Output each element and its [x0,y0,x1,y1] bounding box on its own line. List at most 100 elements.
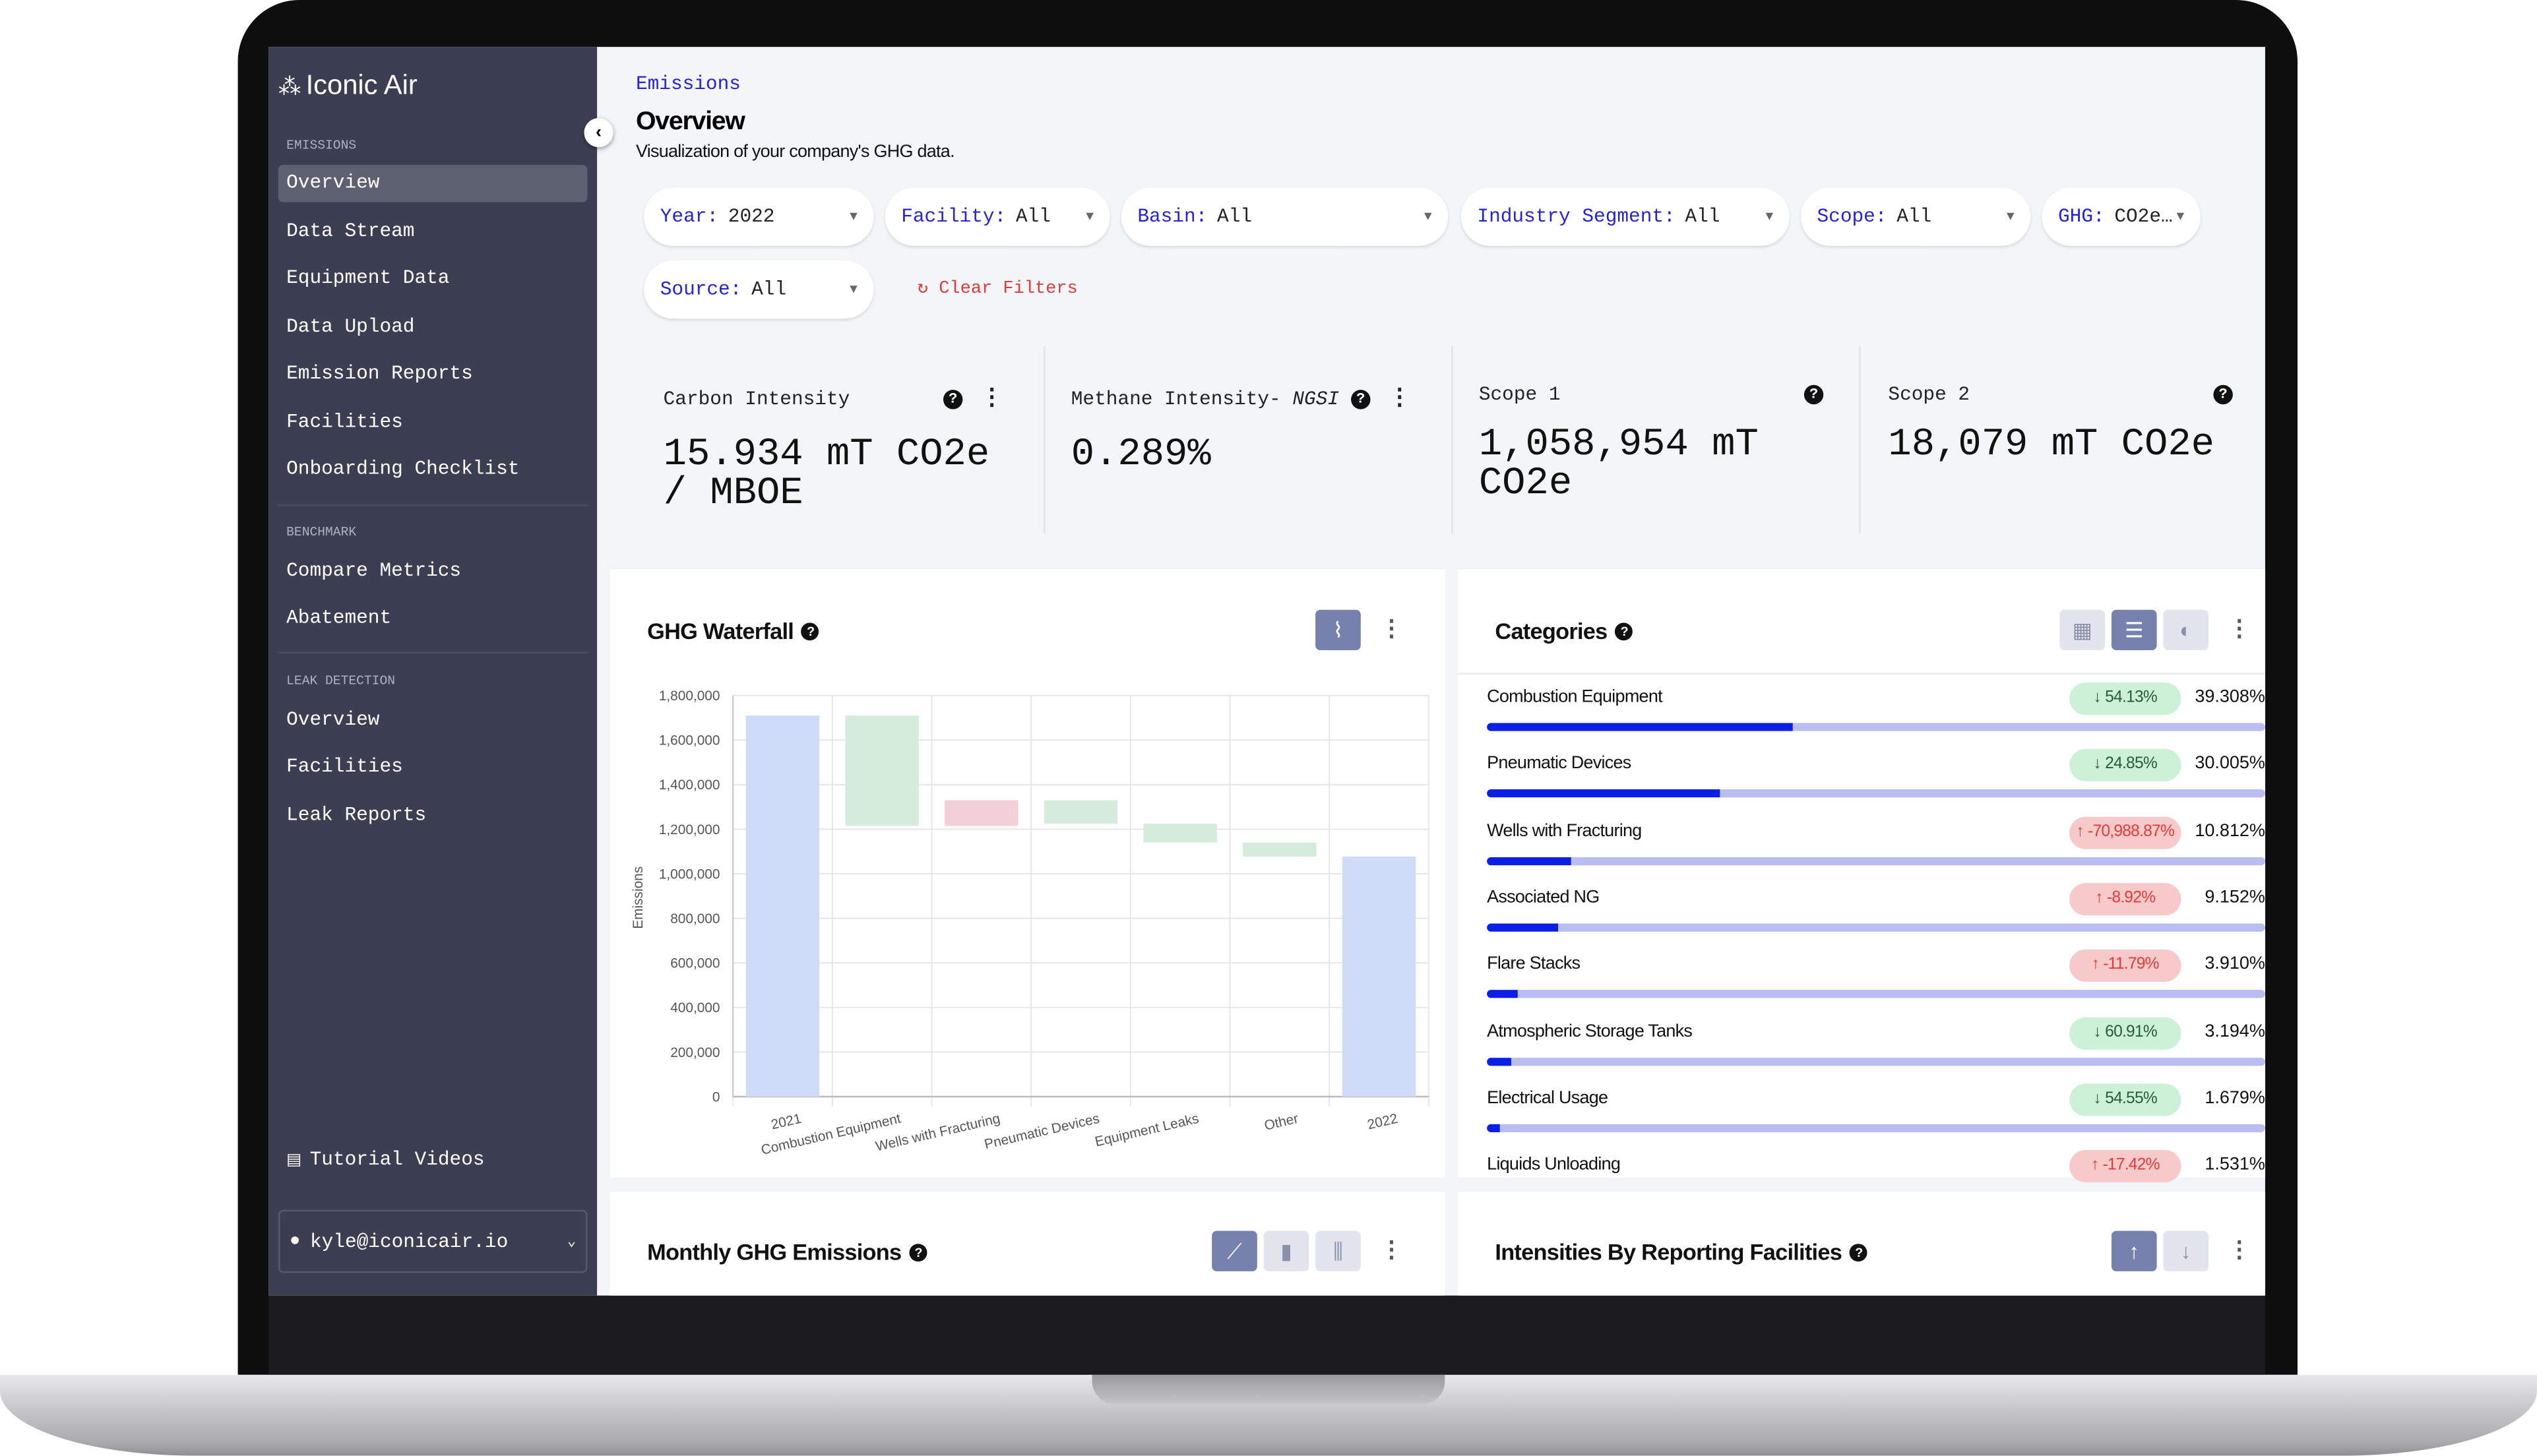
divider [1859,346,1861,534]
y-tick-label: 400,000 [670,1000,720,1016]
category-progress-fill [1487,723,1793,731]
ghg-waterfall-chart: 0 200,000 400,000 600,000 800,000 1,000,000 1,… [631,688,1429,1158]
kpi-label: Methane Intensity- NGSI [1071,388,1339,411]
help-icon[interactable]: ? [909,1242,927,1261]
filter-facility-dropdown[interactable]: Facility: All ▼ [885,187,1110,246]
sidebar-item-abatement[interactable]: Abatement [286,605,392,628]
category-change-badge: ↑ -11.79% [2069,950,2181,983]
help-icon[interactable]: ? [1351,390,1371,410]
book-icon: ▤ [286,1151,302,1169]
tutorial-videos-link[interactable]: ▤ Tutorial Videos [286,1148,484,1170]
help-icon[interactable]: ? [1850,1242,1868,1261]
sort-ascending-button[interactable]: ↑ [2111,1230,2157,1271]
pie-view-button[interactable]: ◐ [2163,609,2209,651]
grouped-bar-chart-button[interactable]: ⫼ [1315,1230,1361,1271]
x-tick-label: 2021 [770,1111,803,1133]
list-view-button[interactable]: ☰ [2111,609,2157,651]
waterfall-bar-total[interactable] [745,715,820,1097]
clear-filters-button[interactable]: ↻ Clear Filters [918,276,1078,299]
sidebar-item-facilities[interactable]: Facilities [286,410,403,433]
sidebar-item-data-upload[interactable]: Data Upload [286,315,415,338]
line-chart-button[interactable]: ⟋ [1212,1230,1257,1271]
sidebar-item-overview[interactable]: Overview [278,164,588,202]
sidebar-item-facilities[interactable]: Facilities [286,754,403,777]
arrow-down-icon: ↓ [2180,1238,2191,1263]
sidebar-item-onboarding-checklist[interactable]: Onboarding Checklist [286,456,520,480]
bar-chart-button[interactable]: ▮ [1263,1230,1309,1271]
category-share: 39.308% [2195,687,2265,707]
more-options-icon[interactable]: ⋮ [1380,1235,1403,1262]
help-icon[interactable]: ? [1615,622,1633,640]
filter-label: Facility: [901,205,1007,228]
sidebar-item-overview[interactable]: Overview [286,708,380,731]
more-options-icon[interactable]: ⋮ [980,386,1003,413]
waterfall-chart-toggle-button[interactable]: ⌇ [1315,609,1361,651]
category-share: 30.005% [2195,754,2265,774]
help-icon[interactable]: ? [2213,384,2233,405]
bar-list-icon: ☰ [2124,617,2144,642]
category-change-badge: ↓ 54.55% [2069,1083,2181,1116]
laptop-chin [268,1295,2265,1375]
category-change: 54.13% [2105,688,2158,707]
collapse-sidebar-button[interactable]: ‹ [584,118,613,148]
category-share: 1.679% [2205,1088,2265,1108]
y-tick-label: 1,200,000 [659,822,720,837]
help-icon[interactable]: ? [943,390,963,410]
categories-title: Categories? [1495,618,1633,644]
more-options-icon[interactable]: ⋮ [1380,615,1403,641]
divider [1457,673,2265,675]
laptop-notch [1092,1374,1445,1405]
categories-panel [1457,569,2265,1178]
kpi-label-text: Scope 2 [1888,383,1970,406]
filter-scope-dropdown[interactable]: Scope: All ▼ [1800,187,2031,246]
sidebar-item-equipment-data[interactable]: Equipment Data [286,266,450,289]
more-options-icon[interactable]: ⋮ [1388,386,1411,413]
divider [1044,346,1046,534]
monthly-ghg-title: Monthly GHG Emissions? [647,1239,927,1265]
waterfall-bar-decrease[interactable] [1143,824,1217,843]
waterfall-bar-decrease[interactable] [1243,842,1317,857]
filter-value: All [751,278,787,301]
waterfall-bar-increase[interactable] [945,800,1018,826]
sidebar-item-leak-reports[interactable]: Leak Reports [286,803,427,826]
category-name: Pneumatic Devices [1487,754,1631,774]
app-logo[interactable]: ⁂ Iconic Air [278,69,418,102]
filter-year-dropdown[interactable]: Year: 2022 ▼ [644,187,874,246]
waterfall-bar-total[interactable] [1342,857,1416,1097]
sidebar-item-emission-reports[interactable]: Emission Reports [286,361,473,384]
waterfall-bar-decrease[interactable] [845,715,919,826]
filter-industry-segment-dropdown[interactable]: Industry Segment: All ▼ [1460,187,1790,246]
panel-title: Monthly GHG Emissions [647,1238,902,1265]
category-share: 10.812% [2195,821,2265,841]
more-options-icon[interactable]: ⋮ [2228,1235,2251,1262]
filter-source-dropdown[interactable]: Source: All ▼ [644,260,874,319]
kpi-label-text: Carbon Intensity [663,388,850,411]
sidebar-item-data-stream[interactable]: Data Stream [286,219,415,242]
intensities-title: Intensities By Reporting Facilities? [1495,1239,1868,1265]
y-tick-label: 1,000,000 [659,866,720,882]
sort-descending-button[interactable]: ↓ [2163,1230,2209,1271]
breadcrumb[interactable]: Emissions [635,73,741,96]
filter-ghg-dropdown[interactable]: GHG: CO2e… ▼ [2042,187,2201,246]
category-progress-fill [1487,923,1559,932]
user-menu[interactable]: ● kyle@iconicair.io ⌄ [278,1209,588,1273]
x-tick-label: Equipment Leaks [1094,1111,1201,1150]
y-tick-label: 600,000 [670,956,720,971]
more-options-icon[interactable]: ⋮ [2228,615,2251,641]
arrow-up-icon: ↑ [2095,889,2107,907]
help-icon[interactable]: ? [1803,384,1824,405]
waterfall-chart-icon: ⌇ [1332,617,1344,642]
filter-basin-dropdown[interactable]: Basin: All ▼ [1121,187,1449,246]
category-change-badge: ↑ -8.92% [2069,882,2181,916]
page-title: Overview [635,108,745,136]
category-progress-bar [1487,923,2265,932]
filter-value: All [1015,205,1051,228]
kpi-label: Scope 1 [1479,383,1561,406]
waterfall-bar-decrease[interactable] [1044,800,1118,824]
sidebar-item-compare-metrics[interactable]: Compare Metrics [286,559,462,582]
kpi-value: 18,079 mT CO2e [1888,423,2215,468]
line-chart-icon: ⟋ [1227,1238,1242,1263]
grid-view-button[interactable]: ▦ [2059,609,2106,651]
help-icon[interactable]: ? [801,622,820,640]
filter-label: Industry Segment: [1477,205,1676,228]
